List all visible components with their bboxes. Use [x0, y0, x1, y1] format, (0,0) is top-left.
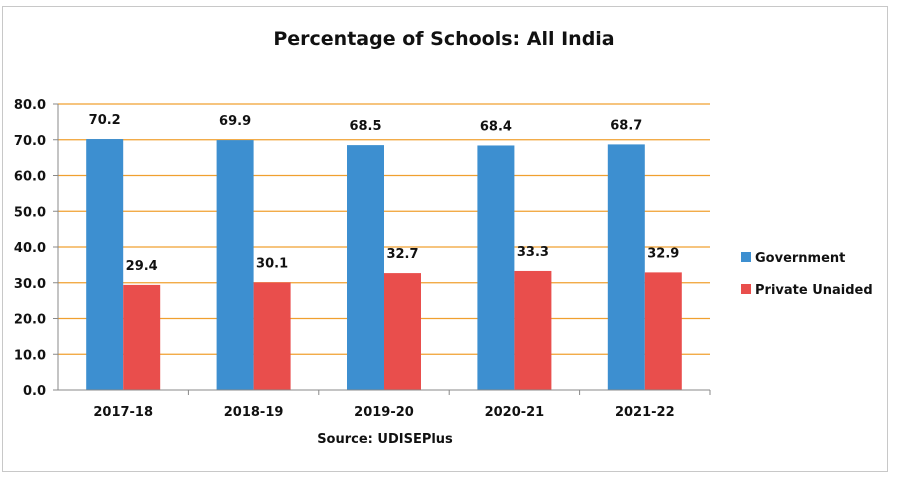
y-tick-label: 10.0 [14, 348, 46, 363]
bar-private-unaided [123, 284, 161, 390]
y-tick-label: 80.0 [14, 98, 46, 113]
x-tick-label: 2020-21 [485, 405, 545, 420]
y-tick-label: 30.0 [14, 277, 46, 292]
legend-swatch [741, 252, 751, 262]
legend-swatch [741, 284, 751, 294]
y-tick-label: 20.0 [14, 313, 46, 328]
data-label: 68.5 [349, 119, 381, 134]
y-axis: 0.0 10.0 20.0 30.0 40.0 50.0 60.0 70.0 80.0 [14, 98, 59, 399]
bar-government [216, 140, 254, 390]
x-tick-label: 2019-20 [354, 405, 414, 420]
y-tick-label: 0.0 [23, 384, 46, 399]
x-tick-label: 2021-22 [615, 405, 675, 420]
data-label: 33.3 [517, 245, 549, 260]
data-label: 69.9 [219, 114, 251, 129]
x-axis: 2017-18 2018-19 2019-20 2020-21 2021-22 [58, 389, 711, 420]
data-label: 30.1 [256, 256, 288, 271]
y-tick-label: 40.0 [14, 241, 46, 256]
data-label: 32.7 [386, 247, 418, 262]
legend-label: Private Unaided [755, 283, 873, 298]
y-tick-label: 50.0 [14, 205, 46, 220]
data-labels: 70.2 29.4 69.9 30.1 68.5 32.7 68.4 33.3 68.7 32.9 [89, 113, 680, 274]
bars [86, 139, 682, 390]
data-label: 32.9 [647, 246, 679, 261]
bar-private-unaided [514, 270, 552, 390]
data-label: 68.7 [610, 118, 642, 133]
bar-government [477, 145, 515, 390]
legend: Government Private Unaided [741, 251, 873, 298]
bar-private-unaided [644, 272, 682, 390]
data-label: 70.2 [89, 113, 121, 128]
chart-title: Percentage of Schools: All India [273, 28, 614, 50]
bar-government [607, 144, 645, 390]
data-label: 29.4 [126, 259, 158, 274]
data-label: 68.4 [480, 119, 512, 134]
chart-frame [2, 6, 888, 472]
bar-private-unaided [384, 273, 421, 390]
x-tick-label: 2018-19 [224, 405, 284, 420]
y-tick-label: 70.0 [14, 134, 46, 149]
bar-government [86, 139, 124, 390]
y-tick-label: 60.0 [14, 170, 46, 185]
source-label: Source: UDISEPlus [317, 432, 453, 447]
bar-government [347, 145, 384, 390]
x-tick-label: 2017-18 [93, 405, 153, 420]
legend-label: Government [755, 251, 845, 266]
bar-private-unaided [253, 282, 291, 390]
